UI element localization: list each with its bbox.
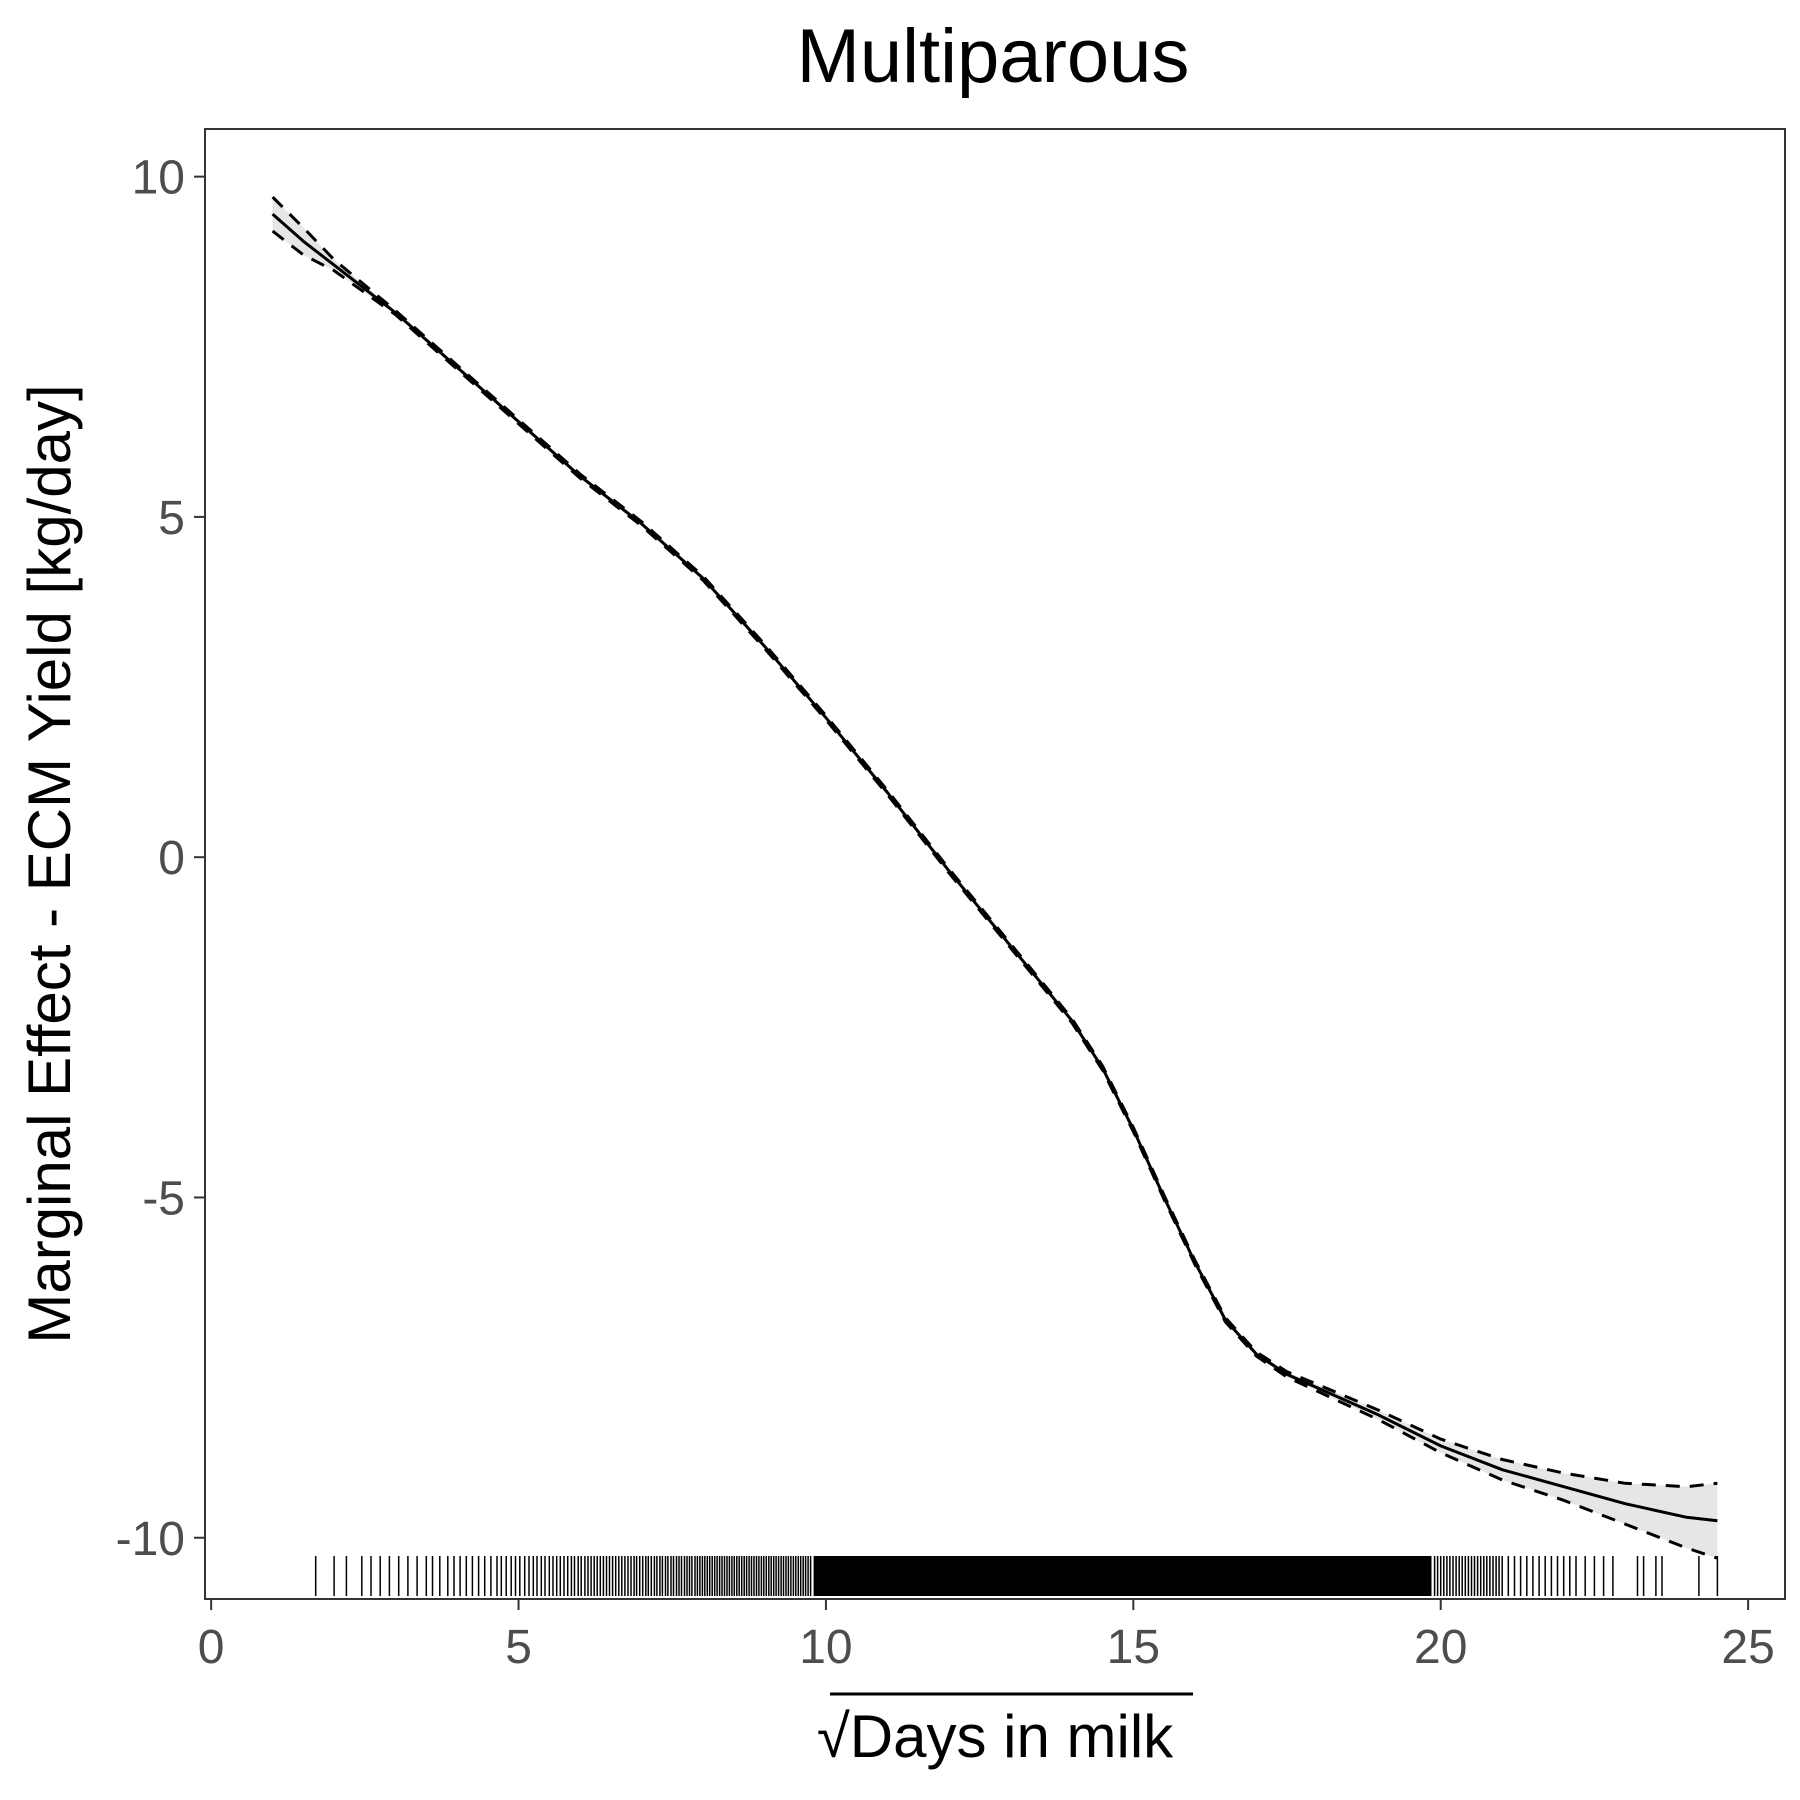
confidence-band [272, 197, 1718, 1559]
confidence-band-layer [272, 197, 1718, 1559]
x-axis-label-text: Days in milk [850, 1703, 1174, 1770]
x-tick-label: 0 [198, 1621, 225, 1674]
y-axis-label: Marginal Effect - ECM Yield [kg/day] [16, 384, 83, 1343]
x-tick-label: 25 [1721, 1621, 1774, 1674]
x-axis-label: √Days in milk [817, 1703, 1174, 1770]
series-line-estimate [271, 212, 1718, 1523]
y-tick-label: -5 [142, 1172, 185, 1225]
rug-dense-block [813, 1556, 1432, 1596]
y-axis: -10 -5 0 5 10 [116, 152, 205, 1566]
series-line-layer [271, 196, 1718, 1560]
x-axis: 0 5 10 15 20 25 [198, 1599, 1775, 1674]
plot-panel-border [204, 128, 1786, 1600]
y-tick-label: 10 [132, 152, 185, 205]
x-tick-label: 15 [1107, 1621, 1160, 1674]
chart-title: Multiparous [797, 14, 1190, 99]
y-tick-label: 5 [158, 492, 185, 545]
series-line-lower [271, 229, 1718, 1560]
rug-layer [314, 1556, 1719, 1596]
x-tick-label: 10 [799, 1621, 852, 1674]
y-tick-label: 0 [158, 832, 185, 885]
y-tick-label: -10 [116, 1513, 185, 1566]
x-axis-label-radical: √ [817, 1703, 850, 1770]
x-tick-label: 20 [1414, 1621, 1467, 1674]
x-tick-label: 5 [505, 1621, 532, 1674]
series-line-upper [271, 196, 1718, 1489]
